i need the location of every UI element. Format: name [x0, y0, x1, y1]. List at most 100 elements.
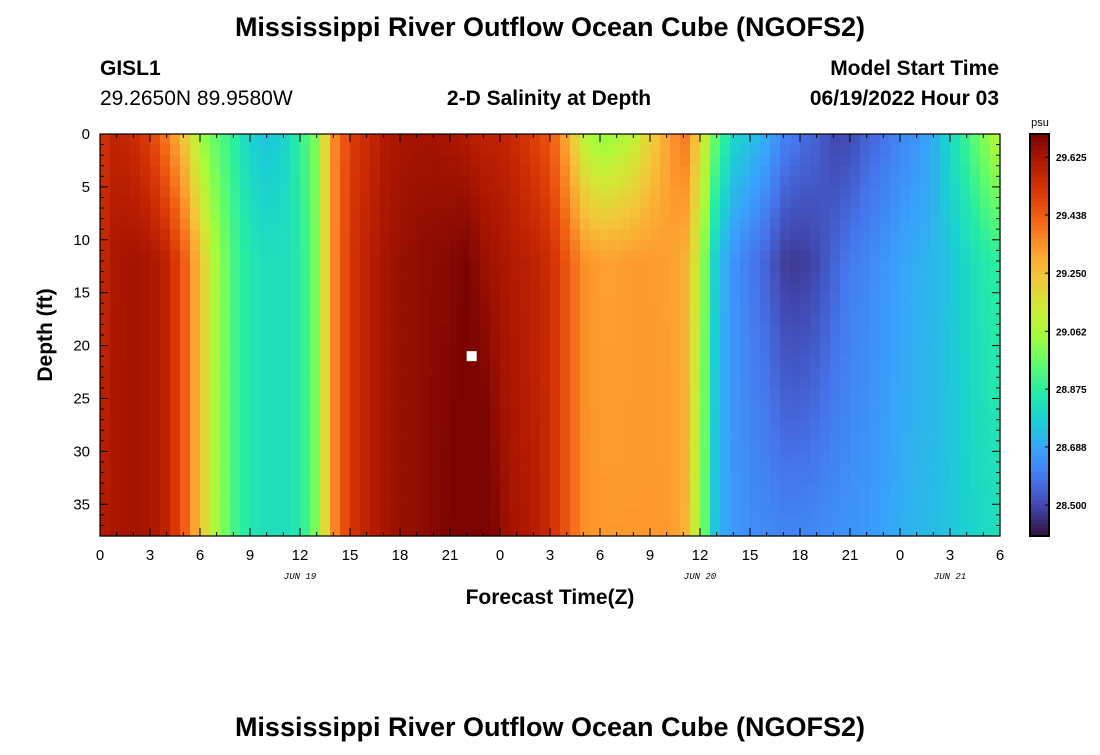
- heatmap-cell: [180, 366, 191, 378]
- heatmap-cell: [800, 387, 811, 400]
- heatmap-cell: [980, 271, 991, 283]
- heatmap-cell: [490, 165, 501, 177]
- heatmap-cell: [630, 514, 641, 527]
- heatmap-cell: [670, 313, 681, 326]
- heatmap-cell: [610, 186, 621, 199]
- heatmap-cell: [870, 377, 881, 389]
- heatmap-cell: [450, 419, 461, 431]
- heatmap-cell: [870, 197, 881, 209]
- heatmap-cell: [400, 366, 411, 378]
- heatmap-cell: [120, 155, 131, 167]
- heatmap-cell: [950, 292, 961, 304]
- heatmap-cell: [850, 514, 861, 527]
- heatmap-cell: [880, 239, 891, 251]
- heatmap-cell: [250, 271, 261, 283]
- heatmap-cell: [930, 324, 941, 336]
- heatmap-cell: [760, 260, 771, 273]
- heatmap-cell: [950, 303, 961, 315]
- heatmap-cell: [440, 239, 451, 251]
- heatmap-cell: [670, 504, 681, 516]
- heatmap-cell: [330, 525, 341, 537]
- heatmap-cell: [390, 282, 401, 294]
- heatmap-cell: [890, 419, 901, 431]
- heatmap-cell: [660, 356, 671, 368]
- heatmap-cell: [730, 186, 741, 199]
- x-tick-label: 3: [546, 547, 554, 564]
- heatmap-cell: [670, 144, 681, 156]
- heatmap-cell: [640, 271, 651, 283]
- heatmap-cell: [220, 155, 231, 167]
- heatmap-cell: [500, 398, 511, 410]
- heatmap-cell: [750, 461, 761, 474]
- heatmap-cell: [570, 387, 581, 400]
- heatmap-cell: [290, 451, 301, 463]
- heatmap-cell: [440, 260, 451, 273]
- heatmap-cell: [670, 197, 681, 209]
- heatmap-cell: [650, 229, 661, 241]
- heatmap-cell: [230, 356, 241, 368]
- heatmap-cell: [540, 271, 551, 283]
- heatmap-cell: [600, 461, 611, 474]
- heatmap-cell: [970, 387, 981, 400]
- heatmap-cell: [320, 208, 331, 220]
- heatmap-cell: [680, 451, 691, 463]
- heatmap-cell: [220, 525, 231, 537]
- heatmap-cell: [280, 430, 291, 442]
- heatmap-cell: [500, 250, 511, 262]
- heatmap-cell: [960, 366, 971, 378]
- heatmap-cell: [380, 451, 391, 463]
- heatmap-cell: [420, 451, 431, 463]
- heatmap-cell: [650, 176, 661, 188]
- heatmap-cells: [100, 134, 1001, 537]
- heatmap-cell: [840, 324, 851, 336]
- heatmap-cell: [400, 176, 411, 188]
- heatmap-cell: [660, 197, 671, 209]
- heatmap-cell: [480, 271, 491, 283]
- heatmap-cell: [620, 250, 631, 262]
- colorbar-segment: [1030, 278, 1049, 284]
- heatmap-cell: [870, 472, 881, 484]
- heatmap-cell: [980, 260, 991, 273]
- heatmap-cell: [580, 335, 591, 347]
- heatmap-cell: [120, 525, 131, 537]
- heatmap-cell: [920, 250, 931, 262]
- colorbar-segment: [1030, 351, 1049, 356]
- heatmap-cell: [560, 472, 571, 484]
- heatmap-cell: [580, 483, 591, 495]
- heatmap-cell: [500, 377, 511, 389]
- heatmap-cell: [810, 134, 821, 146]
- heatmap-cell: [510, 345, 521, 357]
- colorbar-segment: [1030, 282, 1049, 288]
- heatmap-cell: [960, 313, 971, 326]
- heatmap-cell: [610, 155, 621, 167]
- heatmap-cell: [380, 313, 391, 326]
- colorbar-segment: [1030, 222, 1049, 228]
- heatmap-cell: [810, 155, 821, 167]
- heatmap-cell: [940, 387, 951, 400]
- heatmap-cell: [930, 134, 941, 146]
- heatmap-cell: [970, 250, 981, 262]
- heatmap-cell: [570, 366, 581, 378]
- heatmap-cell: [320, 335, 331, 347]
- heatmap-cell: [580, 461, 591, 474]
- heatmap-cell: [910, 504, 921, 516]
- heatmap-cell: [900, 398, 911, 410]
- heatmap-cell: [670, 186, 681, 199]
- heatmap-cell: [300, 303, 311, 315]
- heatmap-cell: [320, 504, 331, 516]
- heatmap-cell: [190, 461, 201, 474]
- heatmap-cell: [620, 419, 631, 431]
- heatmap-cell: [250, 313, 261, 326]
- heatmap-cell: [230, 440, 241, 452]
- heatmap-cell: [990, 313, 1001, 326]
- colorbar-segment: [1030, 367, 1049, 372]
- heatmap-cell: [950, 398, 961, 410]
- heatmap-cell: [540, 387, 551, 400]
- heatmap-cell: [930, 525, 941, 537]
- heatmap-cell: [190, 377, 201, 389]
- heatmap-cell: [690, 377, 701, 389]
- heatmap-cell: [320, 271, 331, 283]
- heatmap-cell: [600, 366, 611, 378]
- heatmap-cell: [960, 250, 971, 262]
- heatmap-cell: [400, 313, 411, 326]
